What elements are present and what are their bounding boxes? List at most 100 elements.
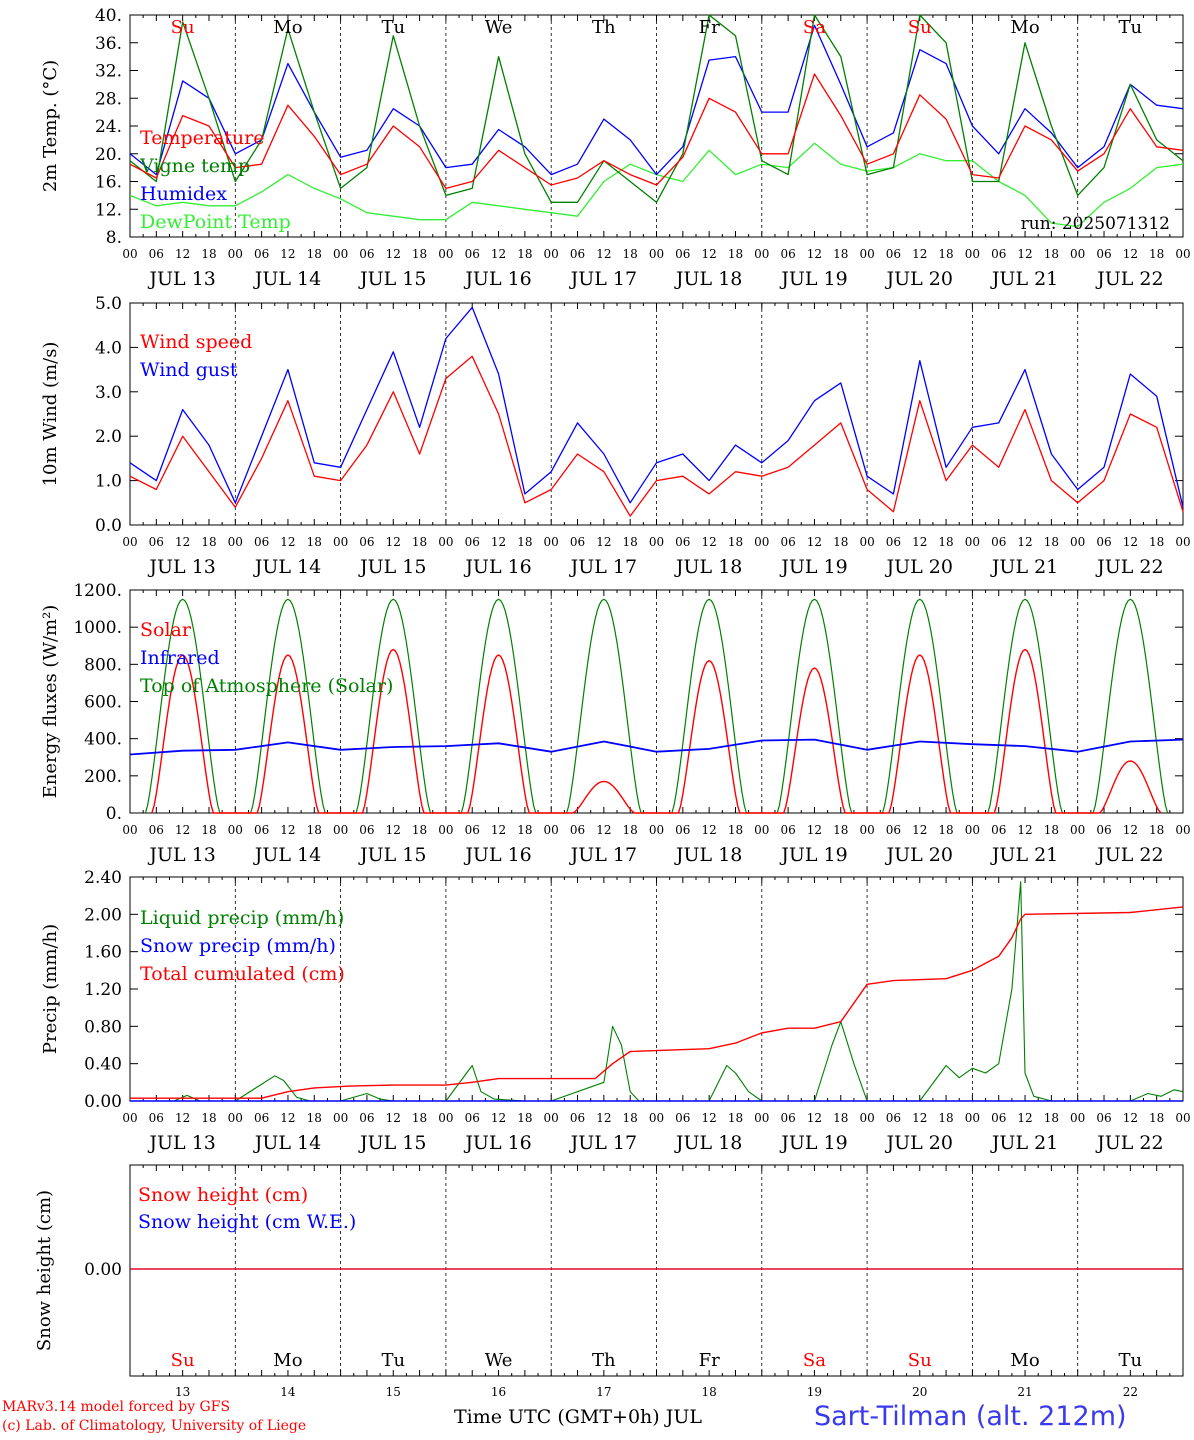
hour-tick-label: 18 <box>1149 823 1164 837</box>
hour-tick-label: 12 <box>1123 823 1138 837</box>
hour-tick-label: 06 <box>886 823 901 837</box>
hour-tick-label: 06 <box>149 1111 164 1125</box>
hour-tick-label: 00 <box>649 823 664 837</box>
model-credit: MARv3.14 model forced by GFS (c) Lab. of… <box>2 1398 306 1436</box>
day-label: JUL 15 <box>358 556 426 578</box>
hour-tick-label: 06 <box>465 823 480 837</box>
hour-tick-label: 00 <box>228 1111 243 1125</box>
y-tick-label: 1.0 <box>95 472 122 492</box>
y-tick-label: 1000. <box>73 618 122 638</box>
hour-tick-label: 18 <box>1149 535 1164 549</box>
hour-tick-label: 18 <box>201 1111 216 1125</box>
weekday-label: Mo <box>273 1350 302 1371</box>
day-label: JUL 22 <box>1095 556 1163 578</box>
y-tick-label: 600. <box>84 693 122 713</box>
hour-tick-label: 00 <box>122 247 137 261</box>
hour-tick-label: 18 <box>517 1111 532 1125</box>
hour-tick-label: 18 <box>1044 823 1059 837</box>
hour-tick-label: 12 <box>1017 247 1032 261</box>
day-label: JUL 21 <box>990 556 1058 578</box>
hour-tick-label: 06 <box>675 247 690 261</box>
hour-tick-label: 00 <box>544 247 559 261</box>
day-label: JUL 16 <box>463 1132 531 1154</box>
hour-tick-label: 00 <box>965 535 980 549</box>
hour-tick-label: 18 <box>1044 535 1059 549</box>
y-tick-label: 4.0 <box>95 338 122 358</box>
hour-tick-label: 00 <box>333 1111 348 1125</box>
hour-tick-label: 18 <box>938 247 953 261</box>
hour-tick-label: 06 <box>254 247 269 261</box>
hour-tick-label: 06 <box>359 535 374 549</box>
day-label: JUL 17 <box>569 268 637 290</box>
day-label: JUL 20 <box>885 1132 953 1154</box>
day-label: JUL 22 <box>1095 1132 1163 1154</box>
weekday-label: Mo <box>273 17 302 38</box>
hour-tick-label: 00 <box>649 1111 664 1125</box>
hour-tick-label: 12 <box>596 247 611 261</box>
hour-tick-label: 06 <box>465 535 480 549</box>
hour-tick-label: 12 <box>912 535 927 549</box>
day-label: JUL 20 <box>885 844 953 866</box>
hour-tick-label: 00 <box>438 1111 453 1125</box>
hour-tick-label: 00 <box>754 247 769 261</box>
hour-tick-label: 00 <box>228 823 243 837</box>
hour-tick-label: 18 <box>307 1111 322 1125</box>
day-label: JUL 18 <box>674 844 742 866</box>
hour-tick-label: 00 <box>754 1111 769 1125</box>
day-number-label: 17 <box>596 1385 611 1396</box>
hour-tick-label: 12 <box>1017 823 1032 837</box>
weekday-label: Su <box>908 17 932 38</box>
hour-tick-label: 12 <box>386 535 401 549</box>
hour-tick-label: 12 <box>912 823 927 837</box>
hour-tick-label: 18 <box>201 535 216 549</box>
hour-tick-label: 12 <box>1123 247 1138 261</box>
hour-tick-label: 18 <box>833 823 848 837</box>
y-tick-label: 2.40 <box>84 868 122 888</box>
hour-tick-label: 00 <box>544 1111 559 1125</box>
hour-tick-label: 12 <box>1123 535 1138 549</box>
series-line-solar <box>151 648 1162 814</box>
hour-tick-label: 18 <box>412 535 427 549</box>
panel-1 <box>129 14 1184 238</box>
hour-tick-label: 12 <box>386 823 401 837</box>
y-tick-label: 0.80 <box>84 1017 122 1037</box>
hour-tick-label: 12 <box>175 535 190 549</box>
hour-tick-label: 06 <box>780 535 795 549</box>
day-label: JUL 19 <box>779 268 847 290</box>
y-axis-label: Snow height (cm) <box>34 1190 55 1351</box>
day-label: JUL 21 <box>990 1132 1058 1154</box>
weekday-label: Fr <box>699 1350 720 1371</box>
hour-tick-label: 06 <box>886 1111 901 1125</box>
hour-tick-label: 00 <box>122 823 137 837</box>
hour-tick-label: 18 <box>201 247 216 261</box>
hour-tick-label: 00 <box>1070 1111 1085 1125</box>
hour-tick-label: 00 <box>859 535 874 549</box>
weekday-label: Sa <box>803 17 826 38</box>
weekday-label: Mo <box>1010 17 1039 38</box>
day-label: JUL 15 <box>358 268 426 290</box>
hour-tick-label: 00 <box>965 823 980 837</box>
hour-tick-label: 18 <box>728 535 743 549</box>
hour-tick-label: 12 <box>280 535 295 549</box>
y-tick-label: 0.00 <box>84 1260 122 1280</box>
hour-tick-label: 00 <box>1175 247 1190 261</box>
model-credit-line1: MARv3.14 model forced by GFS <box>2 1399 231 1415</box>
hour-tick-label: 06 <box>991 247 1006 261</box>
hour-tick-label: 12 <box>702 247 717 261</box>
hour-tick-label: 18 <box>412 1111 427 1125</box>
hour-tick-label: 06 <box>149 823 164 837</box>
hour-tick-label: 12 <box>175 1111 190 1125</box>
meteogram-figure: 00 06 12 18 00 06 12 18 00 06 12 18 00 06 12 18 00 06 12 18… <box>34 6 1191 1396</box>
hour-tick-label: 18 <box>412 823 427 837</box>
hour-tick-label: 12 <box>912 247 927 261</box>
hour-tick-label: 12 <box>280 247 295 261</box>
hour-tick-label: 18 <box>1044 247 1059 261</box>
hour-tick-label: 06 <box>465 247 480 261</box>
day-label: JUL 22 <box>1095 844 1163 866</box>
hour-tick-label: 06 <box>570 823 585 837</box>
hour-tick-label: 12 <box>596 535 611 549</box>
y-tick-label: 20. <box>95 145 122 165</box>
day-label: JUL 14 <box>253 844 321 866</box>
day-label: JUL 21 <box>990 844 1058 866</box>
y-axis-label: 2m Temp. (°C) <box>40 60 61 192</box>
